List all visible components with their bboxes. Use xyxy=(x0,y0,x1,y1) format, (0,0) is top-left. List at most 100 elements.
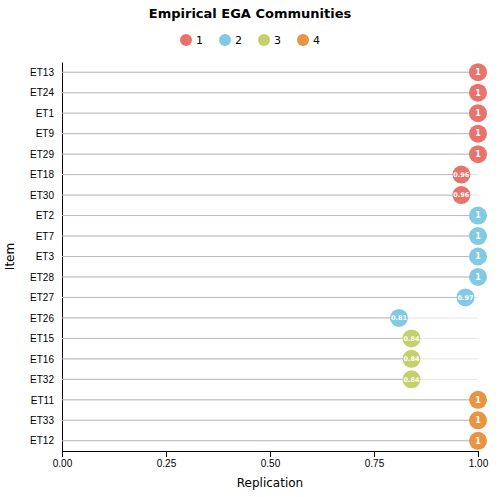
x-tick: 0.50 xyxy=(261,451,281,469)
y-tick-label: ET16 xyxy=(30,354,54,365)
y-tick-label: ET11 xyxy=(31,395,55,406)
x-axis-title: Replication xyxy=(237,476,303,490)
dot xyxy=(469,391,487,409)
grid-line xyxy=(62,215,478,216)
data-label: 0.96 xyxy=(453,171,470,179)
y-tick-label: ET27 xyxy=(30,292,54,303)
dot xyxy=(402,370,420,388)
y-tick-label: ET7 xyxy=(36,231,55,242)
stem xyxy=(62,317,399,318)
dot xyxy=(452,166,470,184)
y-tick-label: ET3 xyxy=(36,251,55,262)
stem xyxy=(62,72,478,73)
legend-item: 4 xyxy=(297,34,320,47)
legend: 1 2 3 4 xyxy=(180,34,320,47)
stem xyxy=(62,420,478,421)
data-label: 0.81 xyxy=(391,314,408,322)
dot xyxy=(469,268,487,286)
x-tick-mark xyxy=(166,451,167,457)
stem xyxy=(62,133,478,134)
stem xyxy=(62,215,478,216)
x-tick-mark xyxy=(478,451,479,457)
grid-line xyxy=(62,92,478,93)
x-tick-label: 0.75 xyxy=(365,458,385,469)
y-tick-label: ET9 xyxy=(36,128,55,139)
x-axis-line xyxy=(63,452,479,458)
x-tick-label: 0.50 xyxy=(261,458,281,469)
dot xyxy=(469,248,487,266)
stem xyxy=(62,154,478,155)
dot xyxy=(469,63,487,81)
legend-label: 4 xyxy=(313,34,320,47)
x-tick-mark xyxy=(62,451,63,457)
stem xyxy=(62,440,478,441)
x-tick-label: 1.00 xyxy=(469,458,489,469)
legend-label: 3 xyxy=(274,34,281,47)
y-tick-label: ET33 xyxy=(30,415,54,426)
dot xyxy=(469,227,487,245)
y-tick-label: ET15 xyxy=(30,333,54,344)
stem xyxy=(62,174,461,175)
grid-line xyxy=(62,399,478,400)
y-tick-label: ET18 xyxy=(30,169,54,180)
x-tick: 0.75 xyxy=(365,451,385,469)
dot xyxy=(402,329,420,347)
x-tick: 0.25 xyxy=(157,451,177,469)
y-tick: ET3 xyxy=(36,251,62,262)
y-tick: ET2 xyxy=(36,210,62,221)
grid-line xyxy=(62,420,478,421)
y-tick: ET13 xyxy=(30,67,62,78)
data-label: 1 xyxy=(475,437,481,446)
grid-line xyxy=(62,133,478,134)
dot xyxy=(469,411,487,429)
y-tick-label: ET24 xyxy=(30,87,54,98)
x-tick-label: 0.25 xyxy=(157,458,177,469)
x-axis: 0.00 0.25 0.50 0.75 1.00 xyxy=(53,451,489,469)
grid-line xyxy=(62,256,478,257)
data-label: 1 xyxy=(475,396,481,405)
legend-swatch xyxy=(180,34,192,46)
title: Empirical EGA Communities xyxy=(149,6,352,21)
y-tick: ET12 xyxy=(30,435,62,446)
x-tick-mark xyxy=(374,451,375,457)
legend-item: 1 xyxy=(180,34,203,47)
data-label: 0.84 xyxy=(403,355,420,363)
y-tick: ET27 xyxy=(30,292,62,303)
grid-line xyxy=(62,113,478,114)
data-label: 1 xyxy=(475,232,481,241)
y-tick-label: ET28 xyxy=(30,272,54,283)
data-label: 0.84 xyxy=(403,376,420,384)
y-tick: ET7 xyxy=(36,231,62,242)
grid-line xyxy=(62,72,478,73)
stem xyxy=(62,113,478,114)
y-tick: ET1 xyxy=(36,108,62,119)
data-label: 1 xyxy=(475,129,481,138)
dot xyxy=(402,350,420,368)
y-tick-label: ET13 xyxy=(30,67,54,78)
x-tick: 1.00 xyxy=(469,451,489,469)
plot: 0.00 0.25 0.50 0.75 1.00 ET13 ET24 ET1 ET9 ET29 ET… xyxy=(30,63,489,470)
legend-swatch xyxy=(297,34,309,46)
grid-line xyxy=(62,297,478,298)
stem xyxy=(62,297,466,298)
legend-item: 2 xyxy=(219,34,242,47)
stems xyxy=(62,72,478,441)
x-tick-mark xyxy=(270,451,271,457)
y-tick: ET15 xyxy=(30,333,62,344)
y-tick-label: ET30 xyxy=(30,190,54,201)
y-tick: ET33 xyxy=(30,415,62,426)
y-tick-label: ET29 xyxy=(30,149,54,160)
dots xyxy=(390,63,487,450)
data-label: 0.96 xyxy=(453,191,470,199)
data-label: 1 xyxy=(475,109,481,118)
dot xyxy=(469,84,487,102)
grid-line xyxy=(62,174,478,175)
data-label: 1 xyxy=(475,68,481,77)
stem xyxy=(62,276,478,277)
x-tick-label: 0.00 xyxy=(53,458,73,469)
legend-swatch xyxy=(258,34,270,46)
stem xyxy=(62,338,411,339)
dot xyxy=(469,145,487,163)
y-tick-label: ET26 xyxy=(30,313,54,324)
grid-line xyxy=(62,236,478,237)
